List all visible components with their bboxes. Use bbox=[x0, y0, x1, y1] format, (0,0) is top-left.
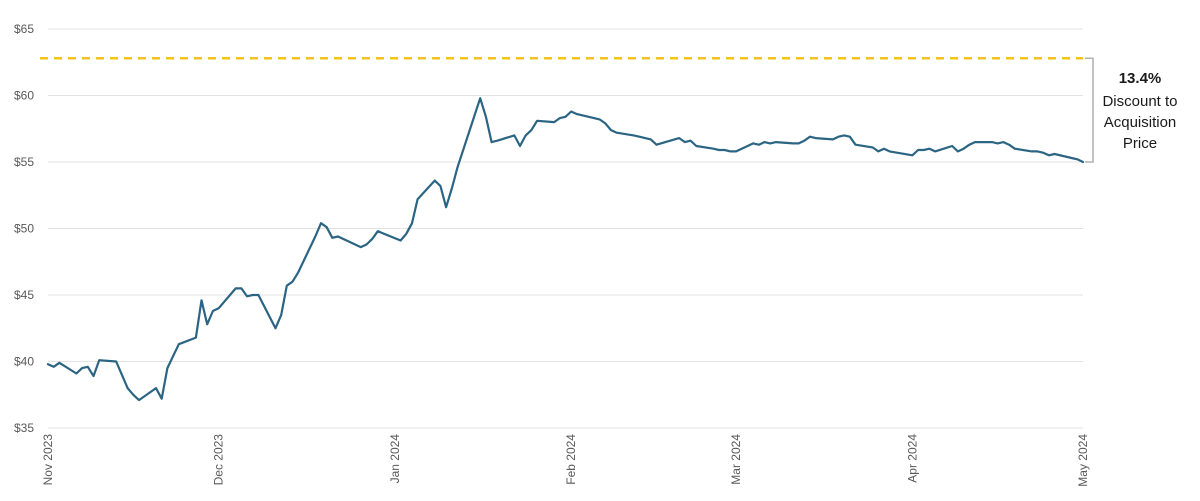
x-tick-label: Mar 2024 bbox=[729, 434, 743, 485]
x-axis: Nov 2023 Dec 2023 Jan 2024 Feb 2024 Mar 2024… bbox=[41, 434, 1090, 487]
y-tick-label: $65 bbox=[14, 22, 34, 36]
discount-percent: 13.4% bbox=[1119, 70, 1162, 87]
x-tick-label: Feb 2024 bbox=[564, 434, 578, 485]
y-axis: $35 $40 $45 $50 $55 $60 $65 bbox=[14, 22, 34, 435]
y-tick-label: $45 bbox=[14, 288, 34, 302]
x-tick-label: Apr 2024 bbox=[905, 434, 919, 483]
y-tick-label: $50 bbox=[14, 222, 34, 236]
series-line-price bbox=[46, 97, 1085, 402]
y-tick-label: $60 bbox=[14, 89, 34, 103]
y-tick-label: $40 bbox=[14, 355, 34, 369]
discount-label-line-1: Discount to bbox=[1102, 93, 1177, 110]
gridlines bbox=[48, 28, 1083, 429]
x-tick-label: Nov 2023 bbox=[41, 434, 55, 486]
x-tick-label: Dec 2023 bbox=[212, 434, 226, 486]
x-tick-label: Jan 2024 bbox=[388, 434, 402, 484]
x-tick-label: May 2024 bbox=[1076, 434, 1090, 487]
y-tick-label: $35 bbox=[14, 421, 34, 435]
y-tick-label: $55 bbox=[14, 155, 34, 169]
discount-annotation: 13.4% Discount to Acquisition Price bbox=[1085, 57, 1178, 163]
discount-label-line-3: Price bbox=[1123, 135, 1157, 152]
discount-label-line-2: Acquisition bbox=[1104, 114, 1177, 131]
price-line-layer bbox=[46, 97, 1085, 402]
discount-bracket bbox=[1085, 57, 1094, 163]
